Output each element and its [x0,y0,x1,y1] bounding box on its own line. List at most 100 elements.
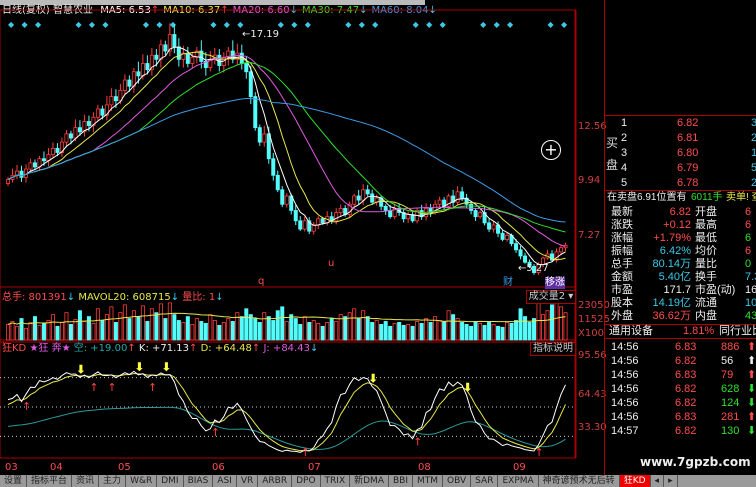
tab-2[interactable]: 资讯 [72,475,100,487]
tab-13[interactable]: BBI [389,475,413,487]
stat-row[interactable]: 最新 6.82 开盘 6 [611,206,756,219]
stat-row[interactable]: 振幅 6.42% 均价 6 [611,245,756,258]
tab-5[interactable]: DMI [157,475,184,487]
tab-6[interactable]: BIAS [184,475,214,487]
buy-level-row[interactable]: 5 6.78 2 [611,177,756,190]
zoom-in-icon[interactable]: + [541,140,561,160]
volume-bar [230,321,235,341]
month-label: 07 [308,462,321,473]
volume-bar [23,327,28,341]
tick-row[interactable]: 14:56 6.83 79 ⬆ [611,369,756,382]
indicator-help-button[interactable]: 指标说明 [530,342,576,356]
tab-7[interactable]: ASI [213,475,237,487]
stat-label: 开盘 [695,206,717,218]
stat-row[interactable]: 涨跌 +0.12 最高 6 [611,219,756,232]
volume-bar [131,310,136,341]
tab-4[interactable]: W&R [126,475,158,487]
volume-bar [280,306,285,341]
tick-row[interactable]: 14:57 6.82 130 ⬇ [611,425,756,438]
tab-19[interactable]: 狂KD [619,475,651,487]
sell-signal-arrow-icon: ⬇ [161,360,171,374]
volume-bar [226,318,231,341]
candle-body [275,174,280,191]
stat-value: 6 [745,232,752,244]
tick-row[interactable]: 14:56 6.82 56 ⬆ [611,355,756,368]
volume-bar [374,320,379,341]
tab-1[interactable]: 指标平台 [27,475,73,487]
tab-15[interactable]: OBV [443,475,472,487]
stat-row[interactable]: 总手 80.14万 量比 0 [611,258,756,271]
candle-body [437,199,442,205]
ask-notice[interactable]: 在卖盘6.91位置有 6011手 卖单! 查看 [607,192,756,203]
volume-bar [73,319,78,341]
volume-bar [464,323,469,341]
buy-level-row[interactable]: 3 6.80 1 [611,147,756,160]
mavol20-line [7,312,566,325]
volume-bar [118,312,123,341]
volume-bar [185,316,190,341]
tick-row[interactable]: 14:56 6.82 628 ⬇ [611,383,756,396]
stat-row[interactable]: 涨幅 +1.79% 最低 6 [611,232,756,245]
kd-tick: 95.56 [578,350,607,361]
stat-label: 最低 [695,232,717,244]
tick-row[interactable]: 14:56 6.82 124 ⬇ [611,397,756,410]
stat-value: 43.5 [745,310,756,322]
tab-17[interactable]: EXPMA [498,475,539,487]
arrow-up-icon: ⬆ [747,369,756,381]
candle-body [190,56,195,64]
tab-16[interactable]: SAR [471,475,499,487]
stat-value: 16 [745,284,756,296]
volume-bar [545,310,550,341]
volume-bar [221,322,226,341]
tab-10[interactable]: DPO [292,475,321,487]
volume-indicator-select[interactable]: 成交量2 ▾ [526,290,576,304]
tab-9[interactable]: ARBR [258,475,293,487]
ma5-line [7,46,566,266]
candle-body [514,243,519,251]
candle-body [185,52,190,64]
tab-18[interactable]: 神奇谚预术无后转 [539,475,620,487]
stat-label: 量比 [695,258,717,270]
volume-bar [397,322,402,341]
buy-signal-arrow-icon: ↑ [22,400,31,413]
tab-8[interactable]: VR [237,475,259,487]
kd-tick: 33.30 [578,422,607,433]
tab-14[interactable]: MTM [413,475,444,487]
industry-row[interactable]: 通用设备 1.81% 同行业比 [605,324,756,339]
tick-row[interactable]: 14:56 6.83 281 ⬆ [611,411,756,424]
tab-0[interactable]: 设置 [0,475,28,487]
volume-bar [554,302,559,341]
stat-label: 涨跌 [611,219,633,231]
tick-row[interactable]: 14:56 6.83 886 ⬆ [611,341,756,354]
buy-level-row[interactable]: 2 6.81 2 [611,132,756,145]
volume-tick: 23050 [578,300,610,311]
stat-label: 涨幅 [611,232,633,244]
volume-bar [239,316,244,341]
tick-time: 14:56 [611,355,639,367]
buy-level-row[interactable]: 1 6.82 3 [611,117,756,130]
tick-time: 14:57 [611,425,639,437]
scroll-left-icon[interactable]: ◂ [651,475,665,487]
volume-bar [289,314,294,341]
volume-bar [415,321,420,341]
stat-value: 7.3 [745,271,756,283]
volume-bar [352,308,357,341]
tab-11[interactable]: TRIX [321,475,351,487]
buy-level-row[interactable]: 4 6.79 5 [611,162,756,175]
candle-body [257,127,262,143]
volume-bar [437,320,442,341]
kline-chart-area[interactable]: 日线(复权) 智慧农业 MA5: 6.53↑ MA10: 6.37↑ MA20: 6… [0,0,610,475]
candle-body [68,133,73,139]
event-diamond-icon: ◆ [278,20,285,29]
event-badge[interactable]: 移涨 [545,277,565,289]
volume-bar [379,323,384,341]
stat-row[interactable]: 市盈 171.7 市盈(动) 16 [611,284,756,297]
tab-3[interactable]: 主力 [99,475,127,487]
volume-bar [50,314,55,341]
finance-badge[interactable]: 财 [503,277,513,288]
scroll-right-icon[interactable]: ▸ [664,475,678,487]
tab-12[interactable]: 新DMA [350,475,389,487]
